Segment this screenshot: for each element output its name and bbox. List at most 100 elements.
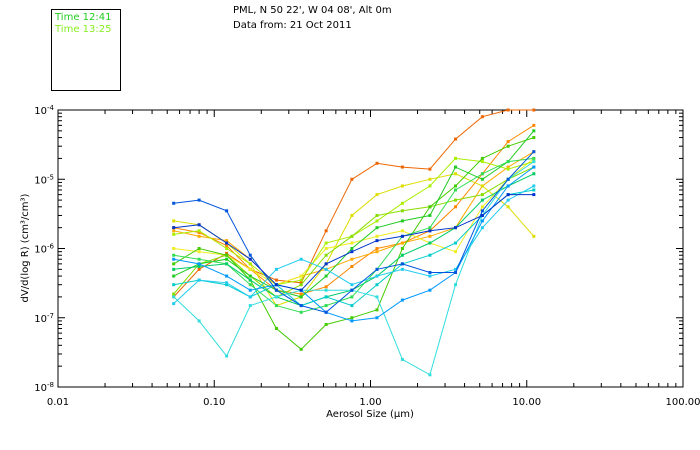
series-layer [172, 108, 536, 377]
data-point [532, 129, 536, 133]
data-point [197, 247, 201, 250]
data-point [428, 241, 432, 245]
data-point [299, 310, 303, 314]
data-point [532, 184, 536, 188]
data-point [400, 229, 404, 233]
data-point [248, 304, 252, 308]
series-green-1 [172, 136, 536, 351]
data-point [454, 172, 458, 176]
data-point [172, 292, 176, 296]
plot-frame [57, 109, 684, 388]
data-point [480, 226, 484, 230]
y-tick-label: 10-7 [34, 312, 54, 325]
data-point [197, 278, 201, 282]
data-point [197, 231, 201, 235]
legend-entry-1: Time 12:41 [55, 12, 112, 23]
data-point [506, 165, 510, 169]
data-point [454, 188, 458, 192]
data-point [480, 172, 484, 176]
data-point [375, 161, 379, 165]
series-blue-1 [172, 150, 536, 314]
data-point [375, 219, 379, 223]
data-point [248, 262, 252, 266]
y-tick-base: 10 [34, 314, 47, 325]
y-tick-base: 10 [34, 106, 47, 117]
data-point [172, 283, 176, 287]
data-point [248, 267, 252, 271]
data-point [225, 281, 229, 285]
data-point [400, 241, 404, 245]
data-point [299, 304, 303, 308]
data-point [454, 205, 458, 209]
data-point [400, 209, 404, 213]
y-tick-exponent: -4 [47, 104, 55, 112]
x-tick-label: 0.01 [47, 397, 69, 408]
data-point [299, 274, 303, 278]
data-point [454, 250, 458, 254]
data-point [506, 205, 510, 209]
data-point [172, 257, 176, 261]
data-point [428, 177, 432, 181]
y-tick-base: 10 [34, 245, 47, 256]
data-point [428, 253, 432, 257]
data-point [324, 267, 328, 271]
data-point [299, 288, 303, 292]
data-point [248, 295, 252, 299]
axis-ticks: 0.01 0.10 1.00 10.00 100.0010-810-710-610-51… [34, 104, 700, 408]
data-point [225, 247, 229, 250]
data-point [197, 257, 201, 261]
data-point [480, 184, 484, 188]
y-tick-exponent: -8 [47, 381, 54, 389]
data-point [274, 288, 278, 292]
data-point [274, 295, 278, 299]
y-tick-exponent: -5 [47, 173, 54, 181]
data-point [480, 193, 484, 197]
data-point [274, 304, 278, 308]
data-point [172, 267, 176, 271]
data-point [375, 274, 379, 278]
data-point [506, 160, 510, 164]
data-point [197, 234, 201, 238]
data-point [248, 253, 252, 257]
data-point [375, 267, 379, 271]
y-tick-label: 10-4 [34, 104, 54, 117]
data-point [197, 229, 201, 233]
data-point [248, 278, 252, 282]
data-point [480, 115, 484, 119]
data-point [172, 262, 176, 266]
legend-box: Time 12:41 Time 13:25 [51, 9, 121, 91]
data-point [532, 156, 536, 160]
data-point [324, 322, 328, 326]
data-point [375, 226, 379, 230]
data-point [454, 137, 458, 141]
data-point [428, 274, 432, 278]
data-point [532, 193, 536, 197]
data-point [480, 177, 484, 181]
x-tick-label: 1.00 [359, 397, 381, 408]
data-point [172, 247, 176, 250]
data-point [480, 160, 484, 164]
data-point [197, 198, 201, 202]
data-point [428, 226, 432, 230]
data-point [324, 288, 328, 292]
data-point [428, 213, 432, 217]
data-point [400, 201, 404, 205]
series-blue-2 [172, 193, 536, 292]
data-point [350, 241, 354, 245]
y-tick-label: 10-8 [34, 381, 54, 394]
header-site-info: PML, N 50 22', W 04 08', Alt 0m [233, 5, 392, 16]
data-point [197, 319, 201, 323]
data-point [248, 257, 252, 261]
data-point [172, 219, 176, 223]
data-point [225, 251, 229, 255]
y-axis-label: dV/d(log R) (cm³/cm³) [20, 193, 31, 302]
data-point [532, 188, 536, 192]
data-point [454, 271, 458, 275]
data-point [350, 295, 354, 299]
data-point [197, 267, 201, 271]
data-point [225, 209, 229, 213]
data-point [324, 274, 328, 278]
data-point [428, 271, 432, 275]
data-point [480, 198, 484, 202]
